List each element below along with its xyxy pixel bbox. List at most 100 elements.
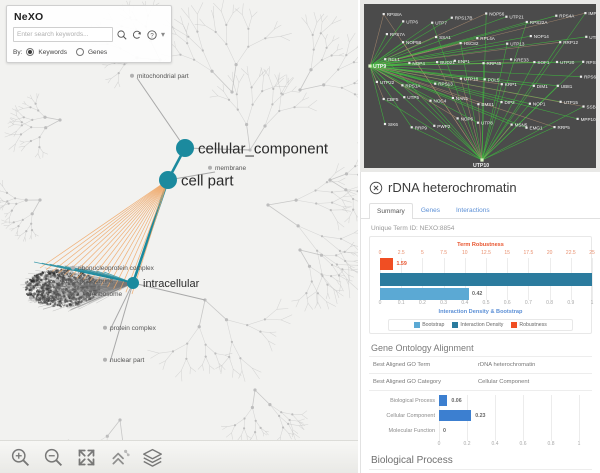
axis-tick-bottom: 0.3 xyxy=(440,300,448,306)
info-tabs: Summary Genes Interactions xyxy=(361,202,600,219)
radio-keywords[interactable] xyxy=(26,48,35,56)
gene-node-label: UTP4 xyxy=(589,35,596,40)
gene-node-label: UTP6 xyxy=(406,19,418,24)
gene-node-label: MSN5 xyxy=(515,123,528,128)
fit-screen-icon[interactable] xyxy=(76,447,97,468)
tree-node-label: preribosome xyxy=(86,291,123,298)
gene-node-label: UTP15 xyxy=(564,100,579,105)
ontology-tree-graph[interactable]: mitochondrial part membrane protein comple… xyxy=(0,0,358,473)
go-bar-category-label: Biological Process xyxy=(390,398,435,404)
gene-node-label: NOP58 xyxy=(406,40,422,45)
ontology-tree-panel[interactable]: mitochondrial part membrane protein comple… xyxy=(0,0,358,473)
go-bar xyxy=(439,410,472,421)
gene-node-label: RPS13 xyxy=(438,82,453,87)
legend-label-bootstrap: Bootstrap xyxy=(422,322,445,328)
layers-icon[interactable] xyxy=(142,447,163,468)
tree-highlight-label: cellular_component xyxy=(198,140,329,157)
gene-node-label: RRP12 xyxy=(563,40,578,45)
close-circle-icon[interactable] xyxy=(369,181,383,195)
svg-text:?: ? xyxy=(150,33,154,39)
axis-tick-top: 15 xyxy=(504,250,510,256)
gene-node-label: RPS9B xyxy=(586,60,596,65)
axis-tick-bottom: 1 xyxy=(590,300,594,306)
tree-node-label: nuclear part xyxy=(110,357,145,364)
bar-interaction-density xyxy=(380,273,592,286)
zoom-out-icon[interactable] xyxy=(43,447,64,468)
gene-node-label: HSC82 xyxy=(464,41,479,46)
gene-node-label: RPS22A xyxy=(530,20,549,25)
search-row: ? ▾ xyxy=(13,27,165,42)
gene-node-label: RRP45 xyxy=(487,61,502,66)
gene-node-label: RPS4A xyxy=(559,14,575,19)
bar-value-label: 0.42 xyxy=(472,291,483,297)
legend-swatch-bootstrap xyxy=(414,322,421,328)
go-bar-category-label: Molecular Function xyxy=(388,428,435,434)
go-bar-value-label: 0.23 xyxy=(475,413,486,419)
gene-node-label: UTP21 xyxy=(509,15,524,20)
go-axis-tick: 0.6 xyxy=(519,441,527,447)
tree-node-label: ribonucleoprotein complex xyxy=(78,265,155,272)
tree-highlight-label: intracellular xyxy=(143,278,200,290)
gene-node-label: RRP5 xyxy=(558,125,571,130)
zoom-in-icon[interactable] xyxy=(10,447,31,468)
axis-tick-bottom: 0.4 xyxy=(461,300,469,306)
gene-node-label: UB81 xyxy=(561,84,573,89)
gene-node-label: UTP7 xyxy=(435,21,447,26)
collapse-chevrons-icon[interactable] xyxy=(109,447,130,468)
view-toolbar xyxy=(0,440,358,473)
tab-genes[interactable]: Genes xyxy=(420,207,440,214)
gene-node-label: SSA1 xyxy=(439,35,451,40)
tree-node-label: protein complex xyxy=(110,325,157,332)
chart-top-axis: 0 2.5 5 7.5 10 12.5 15 17.5 20 22.5 25 xyxy=(374,250,595,258)
gene-node-label: DIP2 xyxy=(505,100,516,105)
gene-node-label: RPS17B xyxy=(455,16,473,21)
term-id-label: Unique Term ID: NEXO:8854 xyxy=(371,225,455,232)
legend-item-interaction-density: Interaction Density xyxy=(452,322,503,328)
tab-summary[interactable]: Summary xyxy=(369,203,413,219)
go-axis-tick: 0 xyxy=(437,441,441,447)
legend-swatch-robustness xyxy=(511,322,518,328)
gene-node-label: UTP8 xyxy=(481,121,493,126)
help-icon[interactable]: ? xyxy=(146,29,158,41)
axis-tick-bottom: 0.1 xyxy=(397,300,405,306)
axis-tick-bottom: 0 xyxy=(378,300,382,306)
search-icon[interactable] xyxy=(116,29,128,41)
gene-interaction-network[interactable]: RPS8A UTP6 UTP7 RPS17B NOP56 UTP21 RPS22A RPS4A… xyxy=(360,0,600,172)
gene-node-label: POL5 xyxy=(488,77,500,82)
gene-node-label: BUD21 xyxy=(440,60,455,65)
gene-node-label: RPS1A xyxy=(405,83,421,88)
chart-xlabel: Interaction Density & Bootstrap xyxy=(438,309,523,315)
chart-title-robustness: Term Robustness xyxy=(457,242,504,248)
bar-robustness xyxy=(380,258,394,270)
go-alignment-table: Best Aligned GO Term rDNA heterochromati… xyxy=(369,356,592,391)
gene-node-label: EMG1 xyxy=(530,126,543,131)
legend-item-bootstrap: Bootstrap xyxy=(414,322,444,328)
gene-node-label: RPS7A xyxy=(390,32,406,37)
axis-tick-top: 12.5 xyxy=(481,250,491,256)
bar-bootstrap xyxy=(380,288,470,300)
collapse-chevron-icon[interactable]: ▾ xyxy=(160,29,165,39)
go-axis-tick: 1 xyxy=(577,441,581,447)
gene-node-label: RPL4A xyxy=(480,36,495,41)
gene-node-label: NOP6 xyxy=(461,116,474,121)
gene-node-label: NAN1 xyxy=(456,96,469,101)
radio-genes[interactable] xyxy=(75,48,84,56)
search-input[interactable] xyxy=(13,27,113,42)
bar-value-label: 1.59 xyxy=(396,261,407,267)
gene-node-label: MPP10 xyxy=(581,117,596,122)
gene-node-label: RRP9 xyxy=(415,125,428,130)
search-by-label: By: xyxy=(13,48,23,56)
axis-tick-top: 0 xyxy=(378,250,382,256)
gene-node-label: NOC4 xyxy=(434,99,447,104)
tree-node-label: ribosomal subunit xyxy=(62,278,113,285)
chart-bottom-axis: 0 0.1 0.2 0.3 0.4 0.5 0.6 0.7 0.8 0.9 1 xyxy=(374,300,594,308)
radio-keywords-label: Keywords xyxy=(38,48,67,56)
gene-node-label: UTP22 xyxy=(380,80,395,85)
reset-icon[interactable] xyxy=(131,29,143,41)
axis-tick-bottom: 0.9 xyxy=(567,300,575,306)
tab-interactions[interactable]: Interactions xyxy=(455,207,490,214)
axis-tick-bottom: 0.7 xyxy=(524,300,532,306)
gene-node-label: KRP1 xyxy=(505,82,517,87)
axis-tick-bottom: 0.2 xyxy=(418,300,426,306)
